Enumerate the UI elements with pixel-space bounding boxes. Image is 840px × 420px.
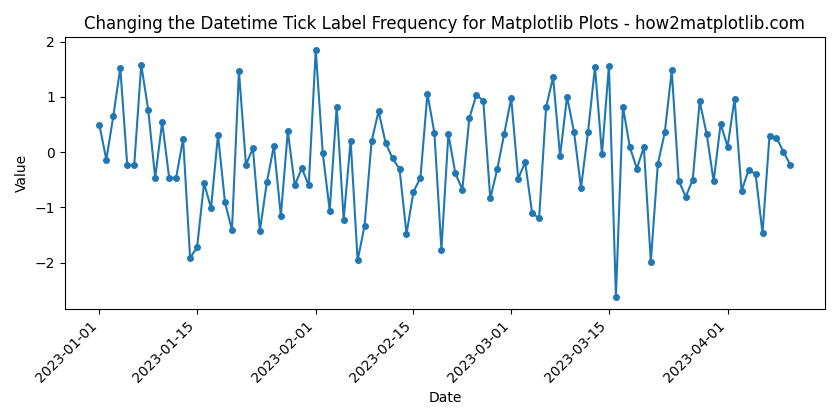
Title: Changing the Datetime Tick Label Frequency for Matplotlib Plots - how2matplotlib: Changing the Datetime Tick Label Frequen…	[84, 15, 806, 33]
Y-axis label: Value: Value	[15, 154, 29, 192]
X-axis label: Date: Date	[428, 391, 461, 405]
